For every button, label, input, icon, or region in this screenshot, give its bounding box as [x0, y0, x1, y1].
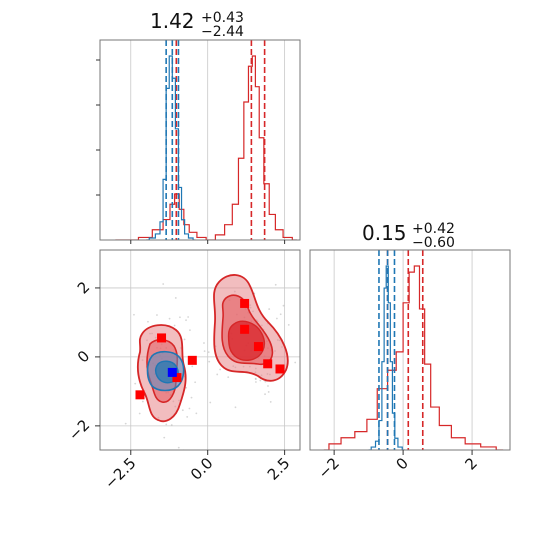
top-histogram-series	[115, 40, 297, 240]
density-sample-point	[267, 391, 270, 393]
red-marker-8	[135, 390, 145, 400]
top-blue-histogram-line	[146, 55, 196, 240]
density-sample-point	[275, 317, 278, 320]
red-marker-6	[187, 355, 197, 365]
density-sample-point	[133, 313, 135, 316]
red-marker-4	[275, 364, 285, 374]
density-sample-point	[124, 422, 127, 425]
red-marker-2	[253, 342, 263, 352]
density-content	[96, 274, 308, 450]
top-histogram-title-minus: −2.44	[201, 24, 244, 40]
density-sample-point	[181, 409, 184, 412]
top-histogram-ticks	[96, 59, 286, 244]
density-sample-point	[282, 304, 285, 307]
density-sample-point	[165, 423, 168, 426]
density-sample-point	[186, 416, 189, 418]
density-sample-point	[156, 314, 158, 316]
top-histogram-title-plus: +0.43	[201, 10, 244, 26]
density-sample-point	[294, 361, 297, 364]
density-frame	[99, 249, 301, 451]
panel-2d-density: −2.5 0.0 2.5 2 0 −2	[65, 249, 308, 493]
red-marker-7	[172, 373, 182, 383]
density-sample-point	[190, 396, 193, 399]
density-sample-point	[264, 393, 266, 396]
right-xtick-label-1: 0	[392, 454, 411, 473]
density-sample-point	[195, 412, 198, 415]
density-xtick-label-1: 0.0	[187, 454, 217, 484]
right-histogram-ticks: −2 0 2	[315, 450, 481, 482]
density-sample-point	[134, 382, 137, 385]
density-sample-point	[183, 338, 186, 341]
density-xtick-label-0: −2.5	[101, 454, 139, 492]
red-marker-0	[240, 298, 250, 308]
density-xtick-label-2: 2.5	[264, 454, 294, 484]
density-sample-point	[259, 379, 262, 382]
blue-marker-0	[167, 367, 177, 377]
right-histogram-series	[323, 250, 504, 450]
density-sample-point	[208, 360, 211, 363]
right-xtick-label-2: 2	[461, 454, 480, 473]
density-sample-point	[287, 323, 290, 326]
density-sample-point	[170, 424, 173, 426]
panel-top-histogram: 1.42 +0.43 −2.44	[96, 9, 301, 244]
density-sample-point	[268, 308, 271, 310]
density-sample-point	[177, 446, 180, 449]
density-ytick-label-0: 2	[74, 278, 93, 297]
density-sample-point	[162, 283, 165, 285]
density-sample-point	[234, 406, 237, 409]
density-sample-point	[168, 317, 171, 320]
density-sample-point	[267, 385, 269, 387]
density-sample-point	[187, 316, 190, 318]
density-ytick-label-2: −2	[65, 416, 93, 444]
density-ytick-label-1: 0	[74, 347, 93, 366]
right-histogram-title-minus: −0.60	[412, 235, 455, 251]
right-histogram-title: 0.15	[362, 221, 407, 245]
panel-right-histogram: −2 0 2 0.15 +0.42 −0.60	[309, 221, 511, 482]
density-sample-point	[147, 320, 149, 323]
density-sample-point	[141, 400, 144, 403]
density-sample-point	[191, 365, 194, 368]
top-histogram-frame	[99, 39, 301, 241]
density-sample-point	[269, 401, 272, 403]
right-xtick-label-0: −2	[315, 454, 343, 482]
density-sample-point	[185, 319, 187, 322]
density-sample-point	[227, 376, 230, 379]
density-sample-point	[188, 407, 191, 410]
top-histogram-title: 1.42	[150, 9, 195, 33]
right-red-histogram-line	[323, 265, 504, 450]
red-marker-1	[240, 324, 250, 334]
density-sample-point	[216, 373, 219, 376]
red-marker-3	[263, 359, 273, 369]
right-histogram-frame	[309, 249, 511, 451]
right-histogram-title-plus: +0.42	[412, 221, 455, 237]
density-sample-point	[203, 342, 205, 344]
density-sample-point	[274, 283, 277, 286]
density-sample-point	[189, 329, 191, 331]
density-sample-point	[203, 350, 206, 353]
density-sample-point	[209, 401, 212, 404]
top-histogram-grid	[130, 40, 286, 240]
density-sample-point	[254, 378, 257, 381]
density-sample-point	[219, 368, 221, 371]
density-sample-point	[185, 386, 188, 389]
density-sample-point	[163, 436, 166, 439]
density-sample-point	[302, 313, 304, 315]
density-sample-point	[138, 412, 141, 415]
density-markers	[135, 298, 285, 400]
top-red-histogram-line	[115, 55, 297, 240]
density-sample-point	[96, 377, 98, 379]
density-sample-point	[306, 391, 308, 393]
right-blue-histogram-line	[368, 265, 405, 450]
density-sample-point	[194, 381, 197, 384]
density-sample-point	[255, 381, 257, 383]
density-sample-point	[207, 351, 210, 354]
density-sample-point	[279, 313, 282, 316]
density-sample-point	[179, 316, 181, 319]
density-sample-point	[174, 297, 177, 299]
red-marker-5	[157, 333, 167, 343]
density-sample-point	[173, 324, 176, 327]
